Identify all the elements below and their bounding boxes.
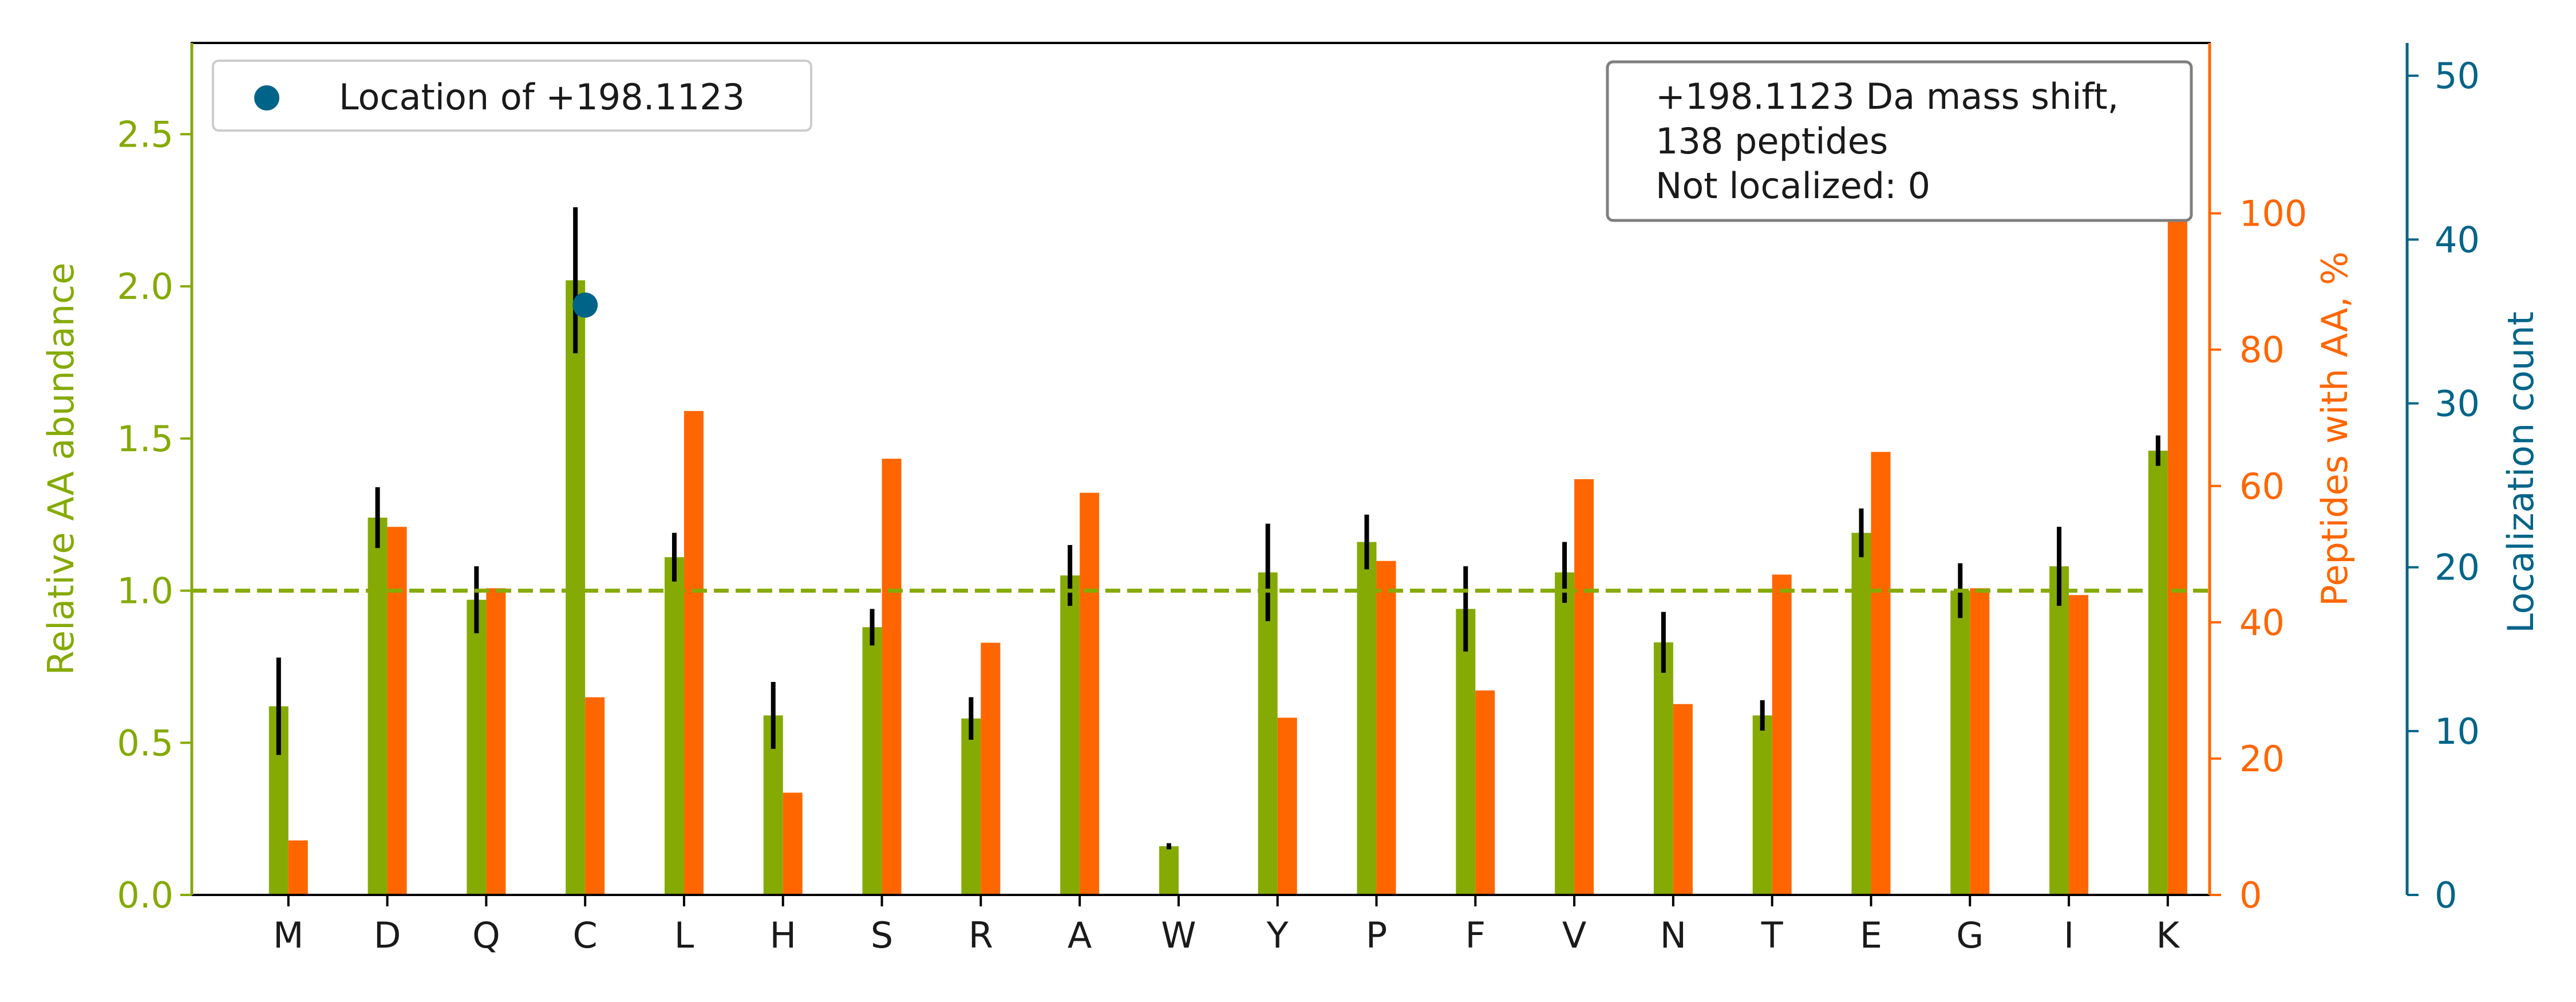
abundance-bar: [862, 627, 882, 895]
abundance-bar: [2049, 566, 2069, 895]
x-tick-label: R: [969, 914, 993, 956]
abundance-bar: [1555, 572, 1575, 895]
annotation-line: +198.1123 Da mass shift,: [1656, 76, 2119, 117]
x-tick-label: N: [1660, 914, 1686, 956]
abundance-bar: [1357, 542, 1377, 895]
x-tick-label: E: [1860, 914, 1882, 956]
right-axis-label: Peptides with AA, %: [2314, 251, 2356, 606]
peptide-percent-bar: [882, 459, 902, 895]
x-tick-label: I: [2064, 914, 2074, 956]
abundance-bar: [1456, 609, 1476, 895]
annotation-line: Not localized: 0: [1656, 165, 1930, 207]
abundance-bar: [1851, 532, 1871, 895]
left-axis: 0.0 0.5 1.0 1.5 2.0 2.5: [117, 43, 193, 916]
annotation-box: +198.1123 Da mass shift, 138 peptides No…: [1606, 60, 2193, 222]
legend: Location of +198.1123: [212, 60, 812, 132]
x-tick-label: C: [573, 914, 598, 956]
annotation-frame: [1606, 60, 2193, 222]
x-tick-label: W: [1161, 914, 1196, 956]
x-tick-label: H: [769, 914, 796, 956]
abundance-bar: [2148, 451, 2168, 895]
peptide-percent-bar: [1376, 561, 1396, 895]
peptide-percent-bar: [1970, 588, 1990, 895]
peptide-percent-bar: [288, 840, 308, 895]
abundance-bar: [566, 280, 586, 895]
peptide-percent-bar: [1673, 704, 1693, 895]
localization-tick-label: 50: [2435, 55, 2480, 97]
right-tick-label: 0: [2239, 874, 2262, 916]
x-tick-label: V: [1562, 914, 1586, 956]
right-tick-label: 60: [2239, 466, 2285, 507]
localization-point: [572, 292, 598, 318]
localization-axis: 0 10 20 30 40 50: [2405, 43, 2480, 916]
localization-tick-label: 20: [2435, 547, 2480, 589]
right-tick-label: 20: [2239, 738, 2285, 780]
x-tick-label: D: [374, 914, 401, 956]
left-axis-label: Relative AA abundance: [40, 263, 82, 676]
abundance-bar: [1258, 572, 1278, 895]
x-tick-label: G: [1956, 914, 1984, 956]
peptide-percent-bar: [2069, 595, 2089, 895]
right-tick-label: 100: [2239, 193, 2307, 235]
x-tick-label: L: [674, 914, 694, 956]
x-tick-label: T: [1761, 914, 1784, 956]
peptide-percent-bar: [1277, 717, 1297, 895]
left-tick-label: 1.5: [117, 418, 173, 460]
legend-entry: Location of +198.1123: [339, 76, 745, 118]
peptide-percent-bar: [1475, 690, 1495, 895]
localization-tick-label: 10: [2435, 711, 2480, 752]
abundance-bar: [1752, 715, 1772, 895]
error-bars: [276, 207, 2160, 850]
localization-axis-label: Localization count: [2500, 311, 2542, 633]
x-tick-label: P: [1366, 914, 1387, 956]
peptide-percent-bar: [683, 411, 704, 895]
peptide-percent-bar: [585, 697, 605, 895]
x-tick-label: A: [1068, 914, 1092, 956]
peptide-percent-bar: [783, 792, 803, 895]
localization-tick-label: 40: [2435, 219, 2480, 261]
right-tick-label: 40: [2239, 602, 2285, 644]
localization-tick-label: 30: [2435, 383, 2480, 425]
abundance-bar: [467, 599, 487, 895]
abundance-bar: [1950, 590, 1970, 895]
peptide-percent-bar: [1772, 574, 1792, 895]
peptide-percent-bar: [1871, 452, 1891, 895]
x-tick-label: F: [1465, 914, 1485, 956]
abundance-bar: [1060, 575, 1080, 895]
left-tick-label: 2.5: [117, 113, 173, 155]
peptide-percent-bar: [2167, 213, 2187, 896]
abundance-bar: [961, 718, 981, 895]
left-tick-label: 0.0: [117, 874, 173, 916]
legend-marker: [254, 85, 279, 111]
annotation-line: 138 peptides: [1656, 120, 1888, 162]
peptide-percent-bar: [981, 642, 1001, 895]
localization-tick-label: 0: [2435, 874, 2457, 916]
right-tick-label: 80: [2239, 329, 2285, 371]
left-tick-label: 0.5: [117, 722, 173, 764]
x-tick-label: Q: [472, 914, 500, 956]
peptide-percent-bar: [1574, 479, 1594, 895]
legend-box: [212, 60, 812, 132]
abundance-bar: [664, 557, 684, 895]
abundance-bar: [368, 518, 388, 895]
x-tick-label: K: [2156, 914, 2180, 956]
peptide-percent-bars: [288, 213, 2187, 896]
localization-points: [572, 292, 598, 318]
x-tick-label: M: [273, 914, 304, 956]
x-tick-label: Y: [1266, 914, 1289, 956]
abundance-bar: [1159, 846, 1179, 895]
peptide-percent-bar: [1080, 492, 1100, 895]
abundance-bars: [268, 280, 2168, 895]
peptide-percent-bar: [387, 527, 407, 895]
abundance-bar: [1653, 642, 1673, 895]
right-axis: 0 20 40 60 80 100: [2208, 43, 2307, 916]
peptide-percent-bar: [486, 588, 506, 895]
left-tick-label: 1.0: [117, 570, 173, 612]
left-tick-label: 2.0: [117, 266, 173, 307]
x-tick-label: S: [871, 914, 893, 956]
